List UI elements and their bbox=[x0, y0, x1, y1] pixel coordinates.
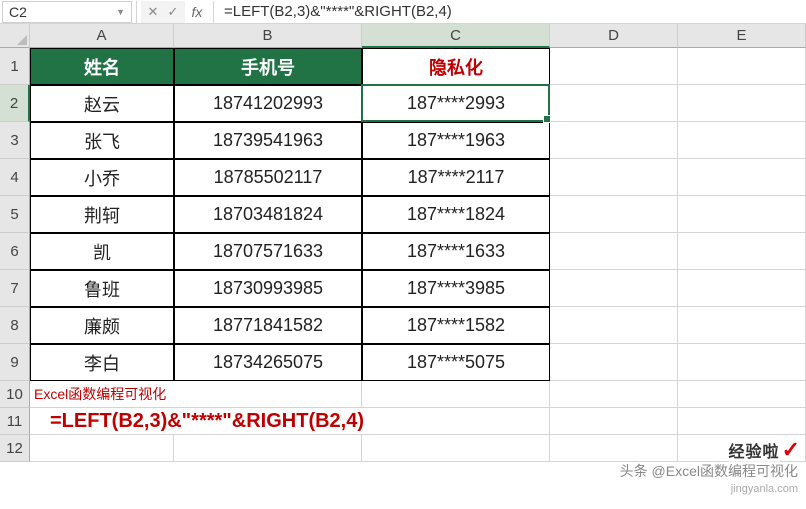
cell-B8[interactable]: 18771841582 bbox=[174, 307, 362, 344]
cell-C12[interactable] bbox=[362, 435, 550, 462]
row-header-5[interactable]: 5 bbox=[0, 196, 30, 233]
cell-A10[interactable]: Excel函数编程可视化 bbox=[30, 381, 362, 408]
cell-C10[interactable] bbox=[362, 381, 550, 408]
cell-B1[interactable]: 手机号 bbox=[174, 48, 362, 85]
name-box-value: C2 bbox=[9, 4, 116, 20]
formula-input[interactable]: =LEFT(B2,3)&"****"&RIGHT(B2,4) bbox=[218, 3, 806, 20]
cell-D10[interactable] bbox=[550, 381, 678, 408]
cell-D3[interactable] bbox=[550, 122, 678, 159]
row-header-6[interactable]: 6 bbox=[0, 233, 30, 270]
cell-D5[interactable] bbox=[550, 196, 678, 233]
row-header-7[interactable]: 7 bbox=[0, 270, 30, 307]
formula-bar: C2 ▼ ✕ ✓ fx =LEFT(B2,3)&"****"&RIGHT(B2,… bbox=[0, 0, 806, 24]
cell-C4[interactable]: 187****2117 bbox=[362, 159, 550, 196]
row-header-2[interactable]: 2 bbox=[0, 85, 30, 122]
row-header-11[interactable]: 11 bbox=[0, 408, 30, 435]
name-box[interactable]: C2 ▼ bbox=[2, 1, 132, 23]
cells-area[interactable]: 姓名手机号隐私化赵云18741202993187****2993 张飞187395… bbox=[30, 48, 806, 462]
cell-A2[interactable]: 赵云 bbox=[30, 85, 174, 122]
cell-A1[interactable]: 姓名 bbox=[30, 48, 174, 85]
watermark-url: jingyanla.com bbox=[731, 483, 798, 495]
cell-D4[interactable] bbox=[550, 159, 678, 196]
cell-C9[interactable]: 187****5075 bbox=[362, 344, 550, 381]
cell-E5[interactable] bbox=[678, 196, 806, 233]
cell-A11[interactable]: =LEFT(B2,3)&"****"&RIGHT(B2,4) bbox=[30, 408, 550, 435]
cell-D2[interactable] bbox=[550, 85, 678, 122]
cell-B7[interactable]: 18730993985 bbox=[174, 270, 362, 307]
cell-D7[interactable] bbox=[550, 270, 678, 307]
row-header-4[interactable]: 4 bbox=[0, 159, 30, 196]
column-header-B[interactable]: B bbox=[174, 24, 362, 48]
cell-A3[interactable]: 张飞 bbox=[30, 122, 174, 159]
cell-D11[interactable] bbox=[550, 408, 678, 435]
row-header-3[interactable]: 3 bbox=[0, 122, 30, 159]
cell-D6[interactable] bbox=[550, 233, 678, 270]
cell-A12[interactable] bbox=[30, 435, 174, 462]
cell-B2[interactable]: 18741202993 bbox=[174, 85, 362, 122]
cell-D9[interactable] bbox=[550, 344, 678, 381]
cell-B5[interactable]: 18703481824 bbox=[174, 196, 362, 233]
column-header-E[interactable]: E bbox=[678, 24, 806, 48]
check-icon: ✓ bbox=[782, 437, 800, 463]
cell-B12[interactable] bbox=[174, 435, 362, 462]
row-header-10[interactable]: 10 bbox=[0, 381, 30, 408]
cell-A5[interactable]: 荆轲 bbox=[30, 196, 174, 233]
chevron-down-icon[interactable]: ▼ bbox=[116, 7, 125, 17]
cell-D8[interactable] bbox=[550, 307, 678, 344]
cell-A7[interactable]: 鲁班 bbox=[30, 270, 174, 307]
cell-C3[interactable]: 187****1963 bbox=[362, 122, 550, 159]
cell-E7[interactable] bbox=[678, 270, 806, 307]
column-headers: ABCDE bbox=[30, 24, 806, 48]
select-all-corner[interactable] bbox=[0, 24, 30, 48]
cell-C1[interactable]: 隐私化 bbox=[362, 48, 550, 85]
separator bbox=[136, 1, 137, 23]
cell-A4[interactable]: 小乔 bbox=[30, 159, 174, 196]
cell-E8[interactable] bbox=[678, 307, 806, 344]
cell-C7[interactable]: 187****3985 bbox=[362, 270, 550, 307]
row-header-1[interactable]: 1 bbox=[0, 48, 30, 85]
cell-B3[interactable]: 18739541963 bbox=[174, 122, 362, 159]
watermark-logo: 经验啦 ✓ bbox=[729, 437, 800, 463]
cancel-icon: ✕ bbox=[144, 3, 162, 21]
row-header-9[interactable]: 9 bbox=[0, 344, 30, 381]
cell-E11[interactable] bbox=[678, 408, 806, 435]
row-header-12[interactable]: 12 bbox=[0, 435, 30, 462]
watermark-logo-text: 经验啦 bbox=[729, 438, 780, 462]
row-headers: 123456789101112 bbox=[0, 48, 30, 462]
cell-A8[interactable]: 廉颇 bbox=[30, 307, 174, 344]
cell-E2[interactable] bbox=[678, 85, 806, 122]
fx-icon[interactable]: fx bbox=[185, 4, 209, 20]
cell-C8[interactable]: 187****1582 bbox=[362, 307, 550, 344]
accept-icon: ✓ bbox=[164, 3, 182, 21]
cell-A6[interactable]: 凯 bbox=[30, 233, 174, 270]
cell-B9[interactable]: 18734265075 bbox=[174, 344, 362, 381]
column-header-D[interactable]: D bbox=[550, 24, 678, 48]
cell-C2[interactable]: 187****2993 bbox=[362, 85, 550, 122]
row-header-8[interactable]: 8 bbox=[0, 307, 30, 344]
cell-A9[interactable]: 李白 bbox=[30, 344, 174, 381]
cell-B4[interactable]: 18785502117 bbox=[174, 159, 362, 196]
cell-E6[interactable] bbox=[678, 233, 806, 270]
formula-controls: ✕ ✓ bbox=[141, 1, 185, 23]
column-header-C[interactable]: C bbox=[362, 24, 550, 48]
column-header-A[interactable]: A bbox=[30, 24, 174, 48]
cell-E3[interactable] bbox=[678, 122, 806, 159]
cell-E4[interactable] bbox=[678, 159, 806, 196]
cell-D1[interactable] bbox=[550, 48, 678, 85]
cell-C5[interactable]: 187****1824 bbox=[362, 196, 550, 233]
cell-C6[interactable]: 187****1633 bbox=[362, 233, 550, 270]
cell-E9[interactable] bbox=[678, 344, 806, 381]
cell-D12[interactable] bbox=[550, 435, 678, 462]
cell-B6[interactable]: 18707571633 bbox=[174, 233, 362, 270]
watermark-author: 头条 @Excel函数编程可视化 bbox=[620, 461, 798, 481]
cell-E1[interactable] bbox=[678, 48, 806, 85]
cell-E10[interactable] bbox=[678, 381, 806, 408]
separator bbox=[213, 1, 214, 23]
